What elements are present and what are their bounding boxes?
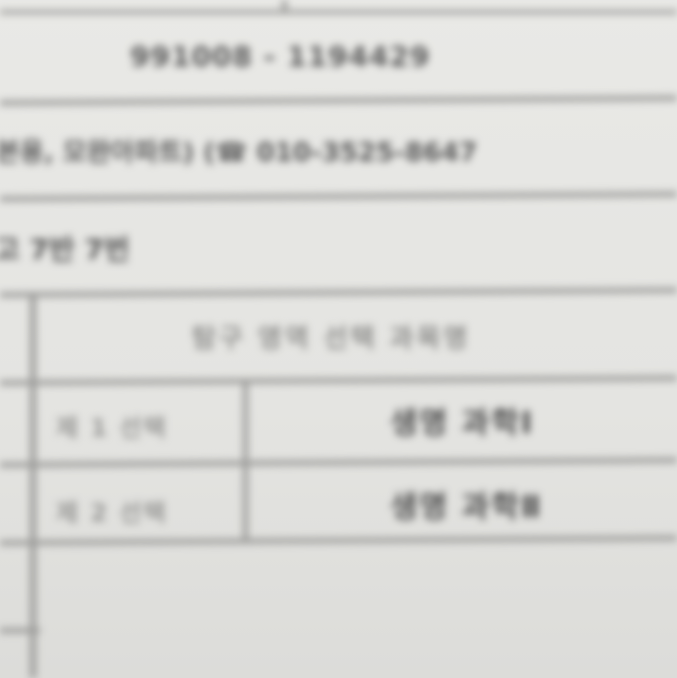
row2-value: 생명 과학Ⅱ: [390, 490, 543, 525]
table-header: 탐구 영역 선택 과목명: [192, 324, 471, 354]
row1-label: 제 1 선택: [56, 414, 168, 442]
row1-value: 생명 과학Ⅰ: [390, 406, 535, 441]
row2-label: 제 2 선택: [56, 499, 168, 527]
table-left-border: [30, 292, 36, 678]
rule-after-row1: [0, 457, 677, 468]
rule-after-info: [0, 191, 677, 202]
class-number-line: 고 7반 7번: [0, 233, 130, 266]
rule-left-segment: [0, 628, 40, 633]
rule-after-header: [0, 375, 677, 386]
address-phone-line: 본용, 모완아파트) (☎ 010-3525-8647: [0, 138, 478, 168]
id-number-line: 991008 - 1194429: [130, 40, 431, 73]
rule-top-tick: [282, 0, 287, 12]
rule-after-row2: [0, 535, 677, 546]
rule-table-top: [0, 287, 677, 298]
rule-top: [0, 10, 677, 14]
rule-after-id: [0, 95, 677, 106]
